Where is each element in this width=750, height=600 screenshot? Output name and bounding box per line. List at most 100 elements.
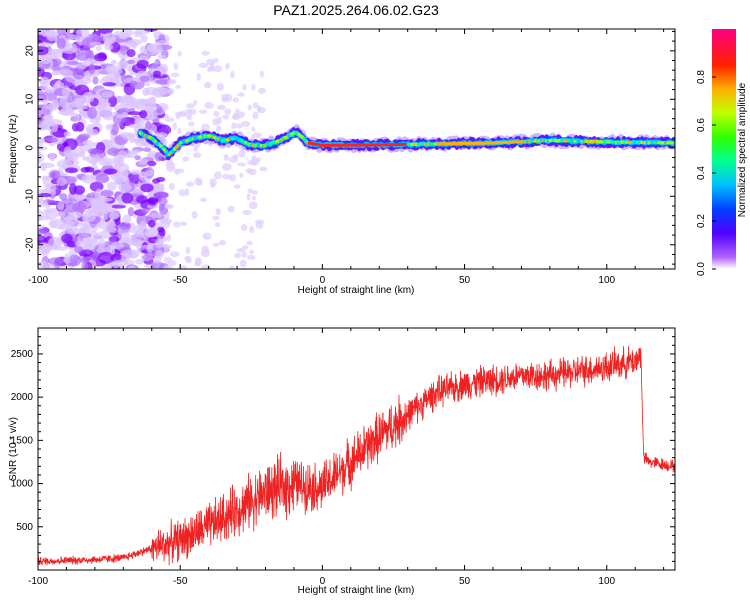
spectrogram-cell (169, 251, 180, 258)
spectrogram-cell (39, 54, 52, 65)
spectrogram-ytick-label: -10 (25, 189, 36, 204)
spectrogram-cell (213, 110, 220, 117)
spectrogram-cell (59, 193, 68, 201)
spectrogram-cell (192, 152, 202, 159)
spectrogram-cell (142, 87, 150, 97)
spectrogram-cell (178, 189, 187, 197)
spectrogram-cell (87, 106, 98, 119)
spectrogram-cell (145, 169, 154, 177)
spectrogram-cell (246, 254, 256, 261)
spectrogram-cell (38, 137, 46, 144)
spectrogram-cell (51, 70, 60, 76)
spectrogram-cell (172, 122, 177, 131)
spectrogram-cell (112, 259, 120, 269)
spectrogram-cell (249, 249, 254, 255)
spectrogram-cell (176, 168, 185, 174)
spectrogram-cell (223, 153, 229, 161)
spectrogram-cell (173, 62, 179, 71)
spectrogram-cell (242, 84, 247, 91)
spectrogram-cell (39, 162, 55, 168)
spectrogram-heatmap (38, 29, 675, 269)
chart-title: PAZ1.2025.264.06.02.G23 (273, 2, 439, 18)
spectrogram-cell (75, 121, 85, 132)
spectrogram-cell (86, 154, 101, 165)
spectrogram-cell (149, 213, 163, 218)
spectrogram-cell (45, 29, 58, 42)
spectrogram-cell (257, 106, 266, 114)
spectrogram-cell (121, 192, 134, 204)
spectrogram-cell (148, 43, 163, 55)
snr-ytick-label: 500 (16, 522, 33, 533)
spectrogram-cell (56, 37, 67, 49)
spectrogram-cell (38, 45, 49, 56)
spectrogram-cell (103, 114, 114, 121)
spectrogram-cell (110, 241, 124, 250)
spectrogram-ridge-core (672, 141, 675, 145)
spectrogram-cell (202, 232, 212, 240)
spectrogram-cell (146, 243, 154, 254)
colorbar-tick-label: 0.8 (696, 70, 707, 84)
spectrogram-cell (152, 70, 161, 77)
spectrogram-cell (258, 87, 266, 94)
spectrogram-cell (106, 220, 117, 228)
spectrogram-cell (48, 236, 63, 249)
spectrogram-cell (106, 181, 118, 191)
spectrogram-cell (142, 207, 150, 214)
spectrogram-cell (178, 110, 187, 118)
spectrogram-cell (75, 63, 87, 70)
spectrogram-cell (102, 226, 117, 233)
spectrogram-cell (139, 75, 150, 83)
spectrogram-cell (87, 148, 104, 155)
spectrogram-cell (139, 220, 147, 231)
spectrogram-cell (88, 231, 100, 243)
spectrogram-cell (93, 53, 108, 62)
spectrogram-cell (216, 83, 224, 91)
snr-xtick-label: 50 (459, 576, 471, 587)
spectrogram-cell (170, 72, 180, 78)
spectrogram-cell (185, 246, 191, 255)
spectrogram-cell (154, 191, 169, 199)
spectrogram-cell (227, 205, 235, 213)
spectrogram-cell (144, 112, 158, 120)
spectrogram-cell (109, 41, 121, 53)
spectrogram-cell (175, 84, 181, 89)
spectrogram-cell (236, 123, 243, 129)
snr-xtick-label: 0 (320, 576, 326, 587)
snr-xlabel: Height of straight line (km) (298, 585, 415, 596)
spectrogram-cell (204, 101, 214, 109)
spectrogram-cell (155, 249, 164, 259)
spectrogram-cell (252, 132, 263, 139)
spectrogram-cell (175, 113, 181, 120)
spectrogram-cell (86, 128, 99, 136)
snr-panel: -100 -50 0 50 100 500 1000 1500 2000 2500 Height… (8, 327, 676, 596)
spectrogram-frame (37, 28, 676, 270)
spectrogram-cell (40, 105, 53, 116)
spectrogram-cell (231, 122, 237, 129)
spectrogram-cell (167, 88, 175, 95)
spectrogram-cell (100, 190, 114, 197)
spectrogram-cell (247, 168, 257, 176)
spectrogram-cell (127, 59, 136, 65)
spectrogram-cell (221, 93, 229, 101)
spectrogram-xlabel: Height of straight line (km) (298, 285, 415, 296)
spectrogram-cell (56, 159, 73, 169)
spectrogram-cell (232, 97, 239, 103)
spectrogram-cell (186, 103, 195, 109)
spectrogram-cell (122, 232, 131, 243)
spectrogram-cell (66, 60, 79, 65)
spectrogram-cell (241, 245, 249, 250)
spectrogram-cell (56, 211, 66, 217)
spectrogram-cell (139, 158, 148, 165)
spectrogram-cell (142, 147, 152, 152)
spectrogram-cell (238, 149, 246, 158)
spectrogram-cell (128, 136, 136, 143)
snr-xtick-label: -50 (173, 576, 188, 587)
spectrogram-cell (121, 111, 128, 118)
spectrogram-cell (38, 110, 43, 117)
spectrogram-cell (129, 80, 138, 87)
spectrogram-cell (128, 265, 136, 269)
spectrogram-cell (136, 195, 148, 204)
spectrogram-cell (59, 96, 69, 108)
spectrogram-cell (48, 219, 58, 229)
